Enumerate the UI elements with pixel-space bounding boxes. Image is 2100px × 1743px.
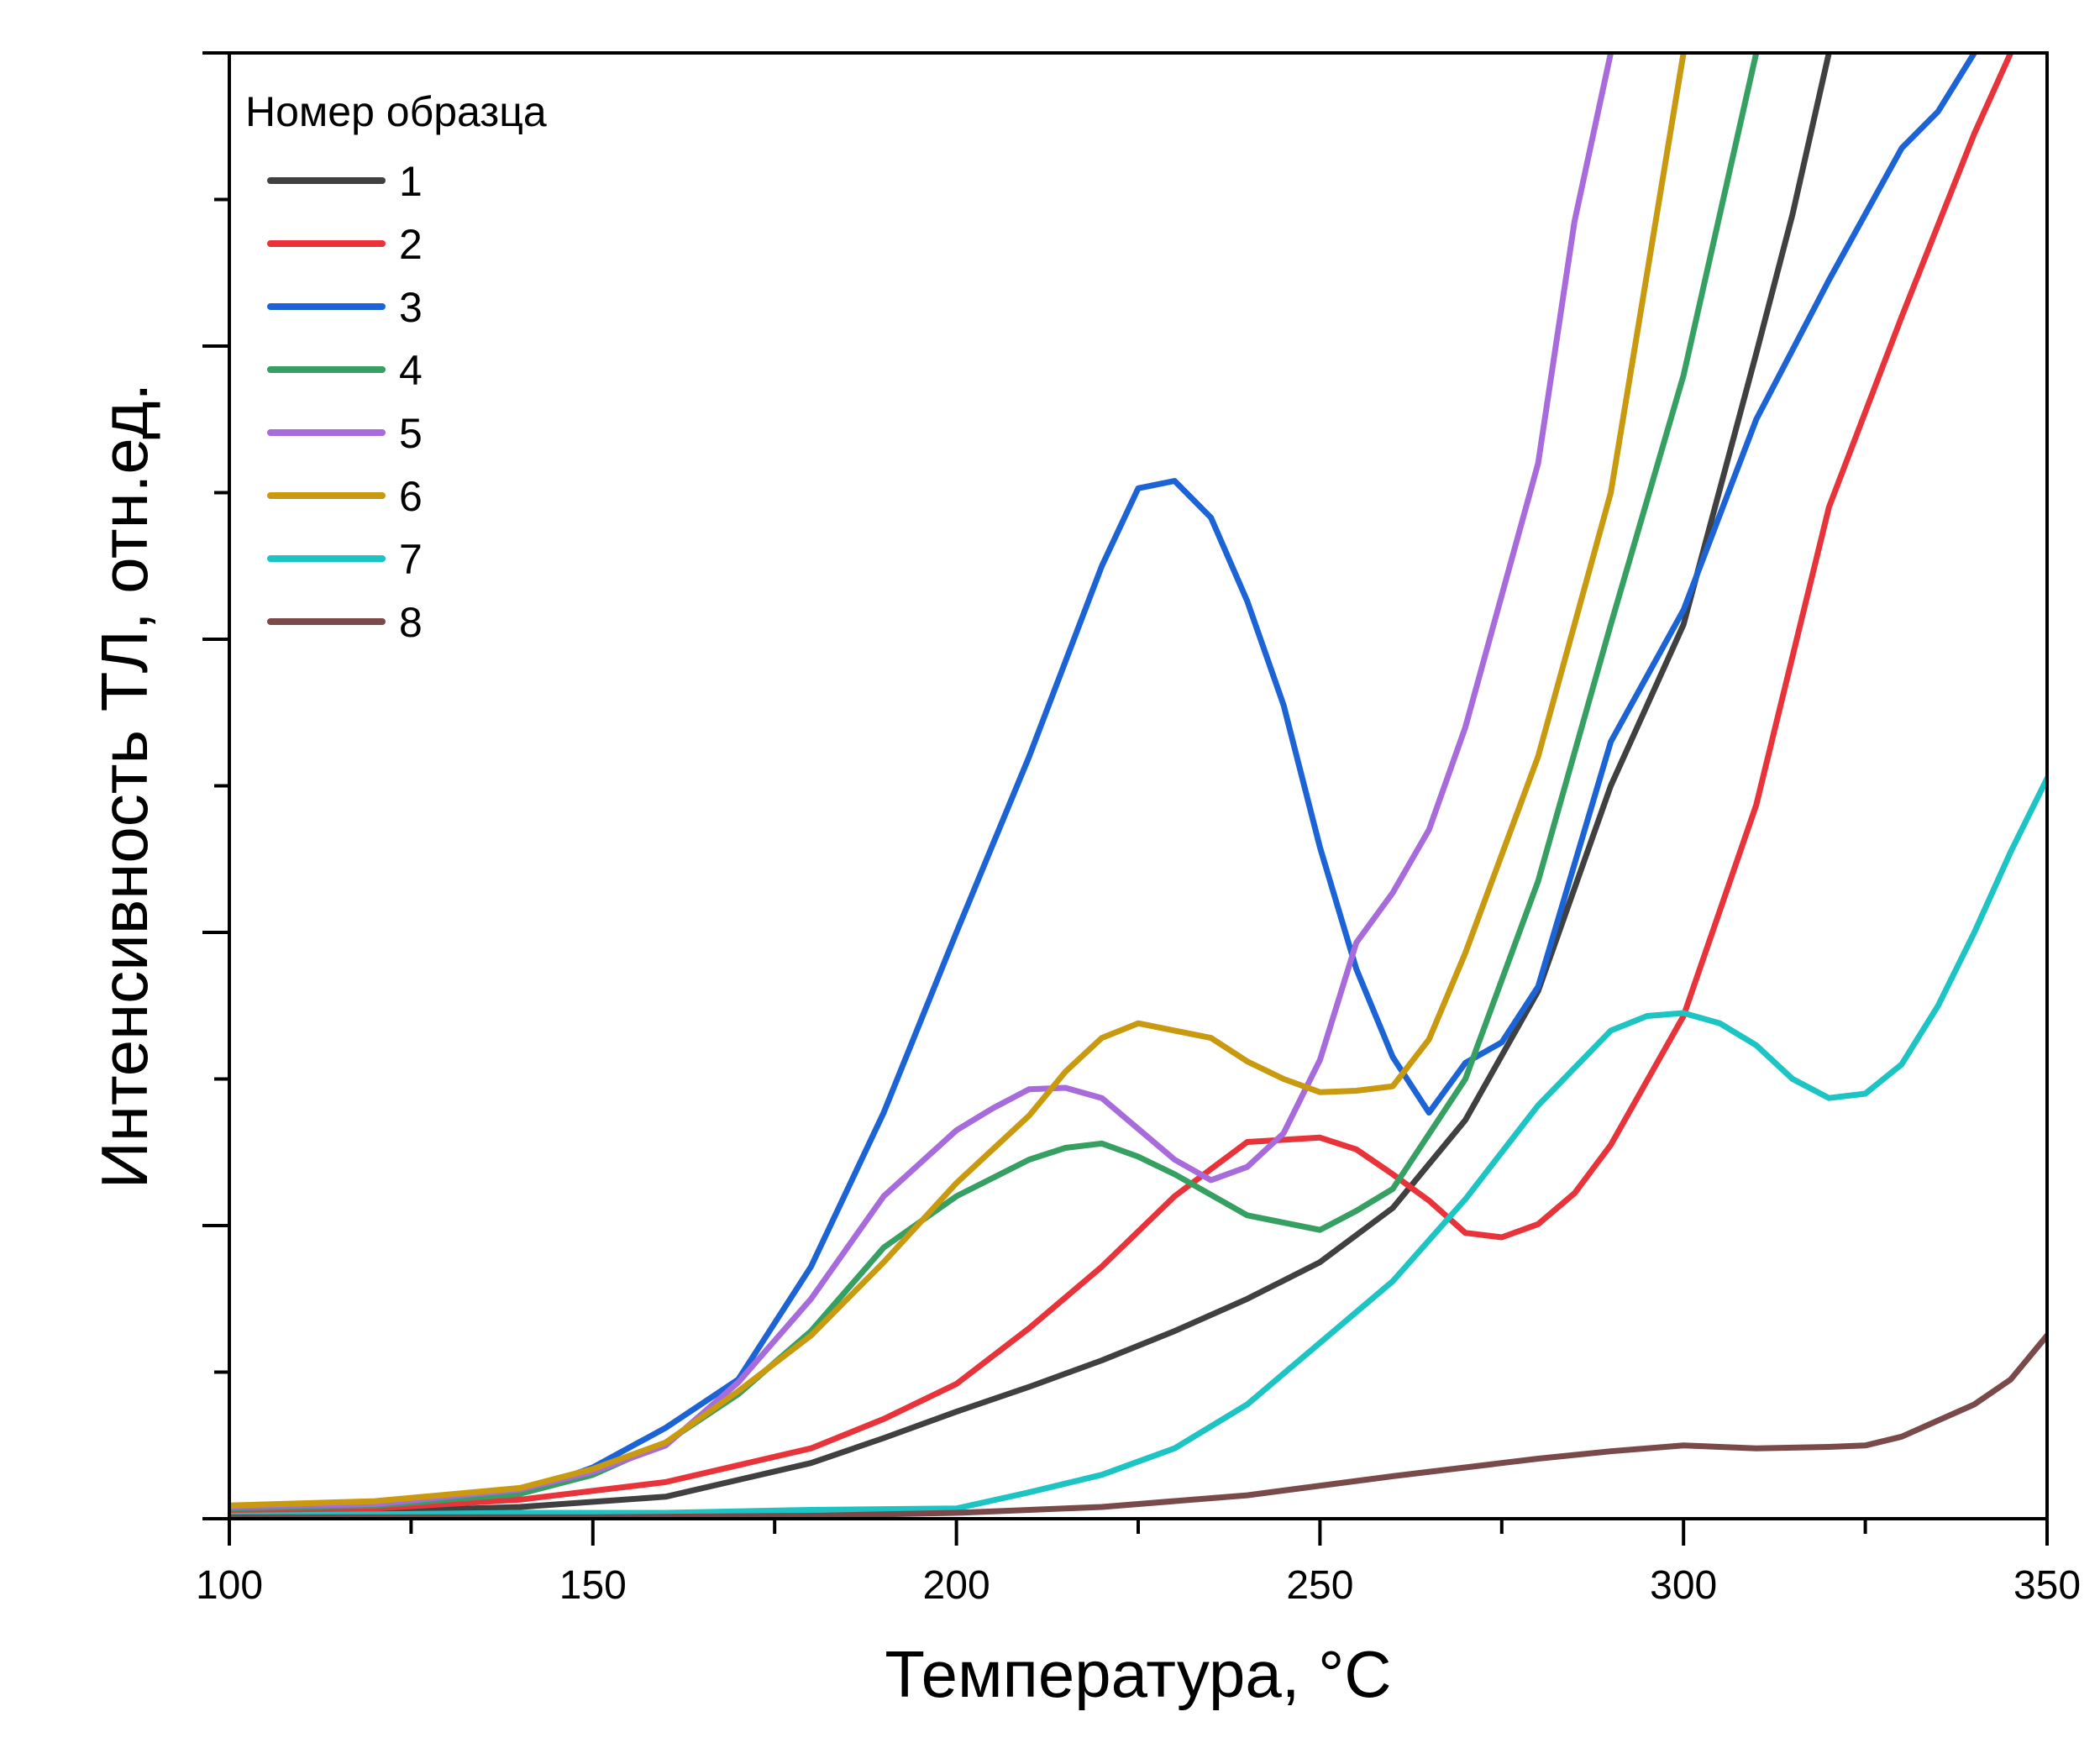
legend-label: 5: [399, 410, 423, 457]
series-line-7: [229, 775, 2047, 1519]
series-line-8: [229, 1332, 2047, 1519]
legend-label: 3: [399, 284, 423, 331]
legend-item-3: 3: [267, 284, 423, 331]
legend-item-7: 7: [267, 536, 423, 583]
legend: Номер образца 1 2 3 4 5 6 7 8: [245, 88, 547, 646]
series-line-3: [229, 53, 1977, 1512]
x-tick-label-350: 350: [2013, 1563, 2081, 1608]
series-line-1: [229, 53, 1832, 1518]
legend-item-8: 8: [267, 599, 423, 646]
x-tick-label-300: 300: [1650, 1563, 1717, 1608]
series-line-6: [229, 53, 1687, 1509]
legend-title: Номер образца: [245, 88, 547, 135]
legend-label: 7: [399, 536, 423, 583]
legend-label: 4: [399, 347, 423, 394]
x-tick-label-250: 250: [1286, 1563, 1353, 1608]
x-tick-label-150: 150: [559, 1563, 627, 1608]
series-line-5: [229, 53, 1614, 1510]
legend-label: 6: [399, 473, 423, 520]
x-tick-label-200: 200: [923, 1563, 990, 1608]
legend-item-4: 4: [267, 347, 423, 394]
series-line-2: [229, 53, 2014, 1515]
legend-item-6: 6: [267, 473, 423, 520]
legend-item-1: 1: [267, 158, 423, 205]
y-axis-title: Интенсивность ТЛ, отн.ед.: [87, 383, 161, 1189]
x-tick-label-100: 100: [196, 1563, 263, 1608]
legend-label: 2: [399, 221, 423, 268]
legend-label: 8: [399, 599, 423, 646]
series-layer: [229, 53, 2047, 1519]
legend-item-5: 5: [267, 410, 423, 457]
legend-item-2: 2: [267, 221, 423, 268]
legend-items: 1 2 3 4 5 6 7 8: [267, 158, 423, 646]
x-axis-title: Температура, °C: [885, 1637, 1391, 1711]
axis-layer: 100 150 200 250 300 350: [196, 51, 2081, 1608]
legend-label: 1: [399, 158, 423, 205]
